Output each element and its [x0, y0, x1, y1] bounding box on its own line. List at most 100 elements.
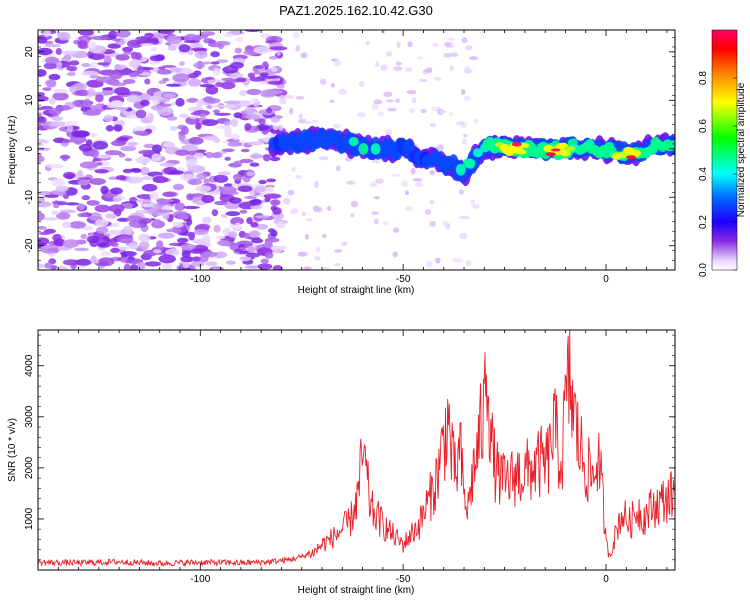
heatmap-noise-cell [124, 158, 133, 162]
heatmap-ridge-cell [511, 141, 522, 147]
heatmap-noise-cell [181, 250, 191, 258]
heatmap-noise-cell [295, 45, 301, 52]
heatmap-noise-cell [149, 55, 165, 62]
heatmap-noise-cell [298, 113, 303, 119]
heatmap-noise-cell [195, 122, 202, 130]
heatmap-noise-cell [107, 43, 121, 49]
heatmap-noise-cell [128, 243, 139, 250]
heatmap-noise-cell [395, 98, 400, 104]
heatmap-noise-cell [396, 41, 401, 48]
heatmap-noise-cell [43, 30, 52, 37]
heatmap-noise-cell [193, 62, 206, 69]
heatmap-noise-cell [110, 247, 120, 253]
heatmap-noise-cell [95, 218, 109, 227]
heatmap-noise-cell [147, 112, 155, 122]
heatmap-noise-cell [443, 53, 453, 58]
heatmap-noise-cell [186, 159, 198, 167]
heatmap-noise-cell [469, 56, 479, 61]
heatmap-noise-cell [53, 238, 65, 247]
heatmap-ridge-cell [631, 149, 641, 157]
heatmap-noise-cell [38, 237, 50, 246]
heatmap-noise-cell [305, 218, 313, 222]
snr-ylabel: SNR (10 * v/v) [7, 418, 18, 482]
heatmap-noise-cell [302, 266, 312, 270]
colorbar-label: Normalized spectral amplitude [736, 82, 747, 217]
heatmap-noise-cell [77, 179, 89, 186]
heatmap-noise-cell [201, 119, 219, 127]
heatmap-noise-cell [172, 221, 184, 228]
heatmap-noise-cell [66, 65, 78, 72]
heatmap-noise-cell [38, 197, 45, 203]
heatmap-noise-cell [117, 235, 134, 244]
heatmap-noise-cell [439, 110, 447, 114]
heatmap-noise-cell [87, 88, 96, 97]
heatmap-noise-cell [95, 162, 103, 166]
heatmap-noise-cell [416, 56, 423, 60]
heatmap-noise-cell [251, 238, 264, 244]
heatmap-noise-cell [193, 152, 205, 159]
heatmap-noise-cell [295, 96, 305, 100]
heatmap-noise-cell [94, 204, 111, 213]
heatmap-noise-cell [195, 201, 205, 206]
heatmap-noise-cell [267, 80, 284, 85]
heatmap-noise-cell [163, 141, 176, 148]
y-tick-label: 2000 [24, 456, 35, 479]
heatmap-noise-cell [234, 222, 242, 230]
heatmap-noise-cell [226, 260, 236, 265]
heatmap-noise-cell [105, 125, 114, 132]
heatmap-noise-cell [270, 116, 280, 123]
heatmap-noise-cell [89, 178, 106, 185]
heatmap-noise-cell [210, 51, 220, 58]
heatmap-noise-cell [129, 264, 139, 270]
heatmap-noise-cell [265, 193, 282, 199]
heatmap-noise-cell [158, 232, 175, 239]
heatmap-noise-cell [463, 134, 468, 138]
heatmap-noise-cell [112, 242, 119, 248]
heatmap-noise-cell [235, 77, 247, 83]
heatmap-noise-cell [260, 72, 269, 77]
heatmap-noise-cell [415, 181, 423, 188]
colorbar-tick-label: 0.8 [698, 71, 709, 85]
heatmap-noise-cell [130, 51, 139, 60]
heatmap-noise-cell [156, 240, 164, 250]
heatmap-noise-cell [110, 140, 127, 147]
heatmap-noise-cell [187, 178, 203, 186]
heatmap-noise-cell [123, 51, 132, 55]
heatmap-ridge-cell [545, 152, 556, 157]
heatmap-noise-cell [63, 171, 76, 179]
heatmap-noise-cell [161, 263, 173, 270]
heatmap-noise-cell [213, 251, 227, 258]
heatmap-noise-cell [465, 45, 473, 51]
heatmap-ridge-cell [558, 142, 568, 148]
heatmap-noise-cell [138, 149, 156, 155]
heatmap-noise-cell [333, 59, 341, 67]
heatmap-noise-cell [156, 69, 173, 75]
heatmap-noise-cell [333, 249, 343, 253]
heatmap-noise-cell [127, 141, 139, 147]
x-tick-label: -50 [396, 274, 411, 285]
heatmap-noise-cell [283, 197, 291, 205]
heatmap-noise-cell [449, 65, 454, 72]
heatmap-noise-cell [57, 265, 68, 270]
heatmap-noise-cell [195, 185, 212, 192]
heatmap-noise-cell [191, 261, 205, 267]
heatmap-noise-cell [180, 255, 194, 263]
heatmap-noise-cell [38, 263, 44, 269]
heatmap-noise-cell [350, 213, 355, 218]
heatmap-noise-cell [275, 221, 286, 229]
heatmap-noise-cell [292, 32, 300, 39]
y-tick-label: 1000 [24, 507, 35, 530]
heatmap-noise-cell [51, 210, 60, 216]
heatmap-ridge-cell [404, 139, 415, 154]
heatmap-noise-cell [82, 110, 101, 116]
heatmap-noise-cell [269, 46, 288, 51]
heatmap-noise-cell [386, 99, 394, 103]
heatmap-noise-cell [186, 98, 199, 103]
heatmap-noise-cell [71, 130, 89, 138]
heatmap-noise-cell [158, 254, 176, 264]
heatmap-noise-cell [187, 78, 202, 87]
heatmap-noise-cell [235, 36, 244, 43]
heatmap-noise-cell [442, 220, 448, 227]
heatmap-noise-cell [182, 261, 190, 269]
